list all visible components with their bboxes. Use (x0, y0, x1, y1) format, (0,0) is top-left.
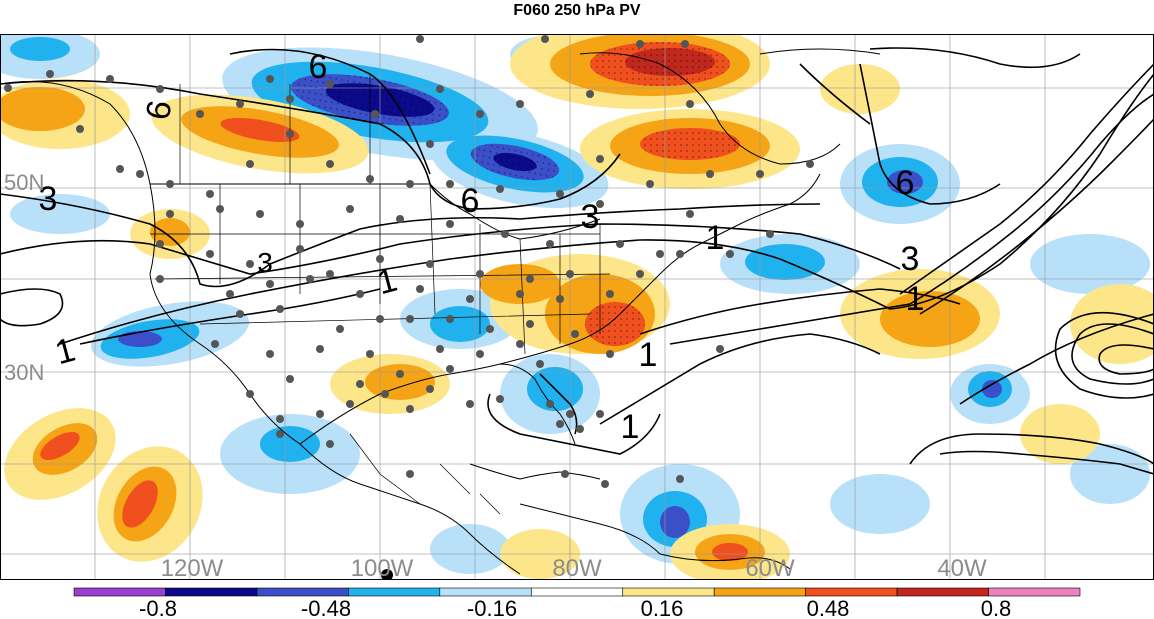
colorbar-swatch (988, 587, 1081, 597)
contour-label: 3 (901, 240, 920, 278)
contour-label: 3 (581, 198, 600, 236)
lat-label: 30N (4, 360, 44, 385)
contour-label: 6 (309, 48, 328, 86)
contour-label: 3 (257, 247, 273, 278)
contour-labels: 6 6 6 6 3 3 3 3 3 1 1 1 1 1 1 (39, 48, 925, 446)
lon-labels: 120W 100W 80W 60W 40W (161, 555, 987, 580)
contour-label: 3 (39, 180, 58, 218)
lon-label: 120W (161, 555, 224, 580)
lon-label: 80W (552, 555, 602, 580)
colorbar-swatch (805, 587, 898, 597)
colorbar-swatch (713, 587, 806, 597)
pv-map: 6 6 6 6 3 3 3 3 3 1 1 1 1 1 1 50N 30N 12… (0, 34, 1154, 580)
colorbar-swatch (73, 587, 166, 597)
colorbar: -0.8 -0.48 -0.16 0.16 0.48 0.8 (73, 587, 1081, 619)
colorbar-label: 0.48 (807, 596, 850, 619)
colorbar-swatch (439, 587, 532, 597)
contour-label: 6 (461, 182, 480, 220)
colorbar-label: -0.8 (139, 596, 177, 619)
colorbar-swatch (348, 587, 441, 597)
colorbar-swatches (73, 587, 1081, 597)
contour-label: 1 (621, 408, 640, 446)
colorbar-swatch (896, 587, 989, 597)
coastlines (0, 48, 881, 575)
lat-lon-grid (0, 34, 1154, 580)
lat-label: 50N (4, 170, 44, 195)
pv-contours (0, 47, 1154, 475)
colorbar-label: -0.48 (301, 596, 351, 619)
station-dots (4, 35, 814, 488)
contour-label: 1 (639, 336, 658, 374)
lon-label: 40W (937, 555, 987, 580)
colorbar-swatch (256, 587, 349, 597)
lon-label: 100W (351, 555, 414, 580)
lat-labels: 50N 30N (4, 170, 44, 385)
colorbar-swatch (622, 587, 715, 597)
contour-label: 1 (906, 280, 925, 318)
colorbar-label: 0.16 (641, 596, 684, 619)
colorbar-label: 0.8 (981, 596, 1012, 619)
colorbar-swatch (530, 587, 624, 597)
colorbar-label: -0.16 (467, 596, 517, 619)
lon-label: 60W (745, 555, 795, 580)
map-title: F060 250 hPa PV (513, 2, 641, 19)
colorbar-swatch (165, 587, 258, 597)
contour-label: 1 (706, 219, 725, 257)
marker-dot (381, 569, 393, 580)
contour-label: 6 (896, 164, 915, 202)
